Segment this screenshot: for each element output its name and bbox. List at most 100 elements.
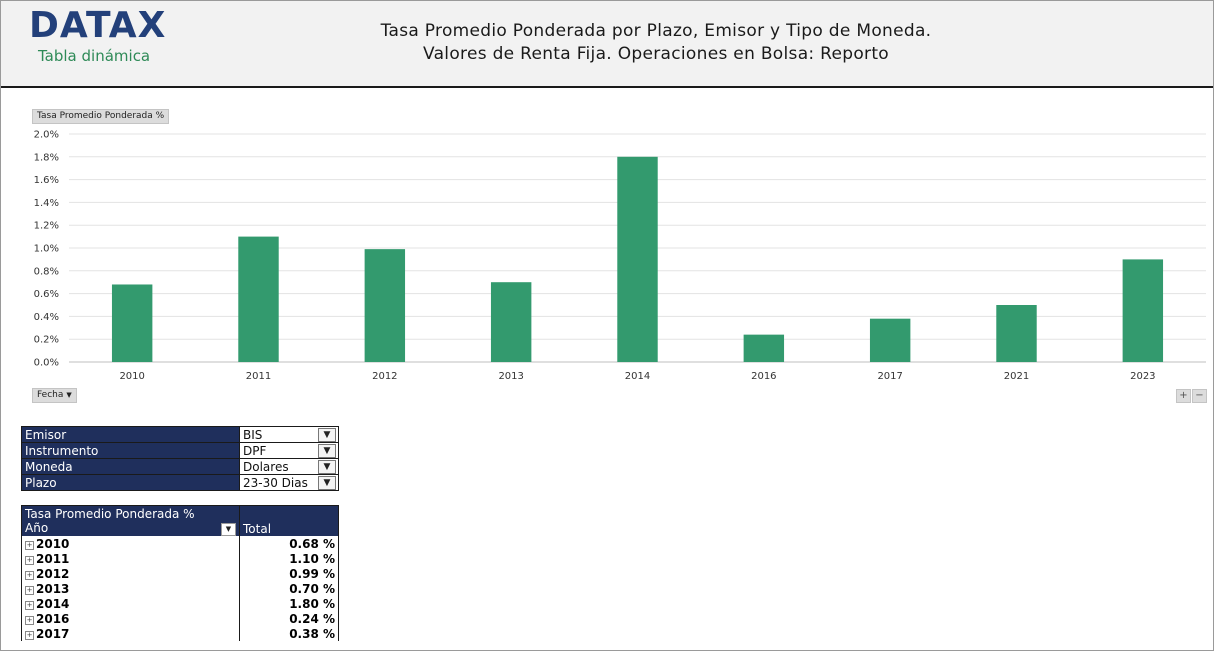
- bar-2021[interactable]: [996, 305, 1037, 362]
- table-row: +2016 0.24 %: [21, 611, 339, 626]
- y-tick-label: 0.2%: [34, 335, 59, 346]
- value-field-button[interactable]: Tasa Promedio Ponderada %: [32, 109, 170, 124]
- y-tick-label: 0.4%: [34, 312, 59, 323]
- total-value: 0.38 %: [289, 626, 335, 641]
- pivot-header-blank: [239, 505, 339, 521]
- expand-icon[interactable]: +: [25, 570, 34, 580]
- filter-row-moneda: Moneda Dolares ▼: [21, 458, 339, 475]
- filter-value: BIS: [243, 427, 263, 442]
- filter-dropdown-icon[interactable]: ▼: [318, 444, 336, 458]
- y-tick-label: 1.6%: [34, 175, 59, 186]
- y-tick-label: 0.6%: [34, 289, 59, 300]
- y-tick-label: 0.8%: [34, 266, 59, 277]
- year-cell: +2014: [21, 596, 240, 611]
- filter-label: Instrumento: [21, 442, 240, 459]
- x-tick-label: 2012: [372, 371, 397, 382]
- bar-2016[interactable]: [743, 334, 785, 362]
- x-tick-label: 2013: [498, 371, 523, 382]
- x-tick-label: 2016: [751, 371, 776, 382]
- expand-icon[interactable]: +: [25, 585, 34, 595]
- pivot-value-header: Tasa Promedio Ponderada %: [21, 505, 240, 521]
- filter-value: DPF: [243, 443, 267, 458]
- bar-2013[interactable]: [490, 282, 532, 362]
- total-cell: 0.24 %: [239, 611, 339, 626]
- expand-icon[interactable]: +: [25, 540, 34, 550]
- filter-value-cell[interactable]: Dolares ▼: [239, 458, 339, 475]
- filter-dropdown-icon[interactable]: ▼: [318, 476, 336, 490]
- dropdown-arrow-icon: ▼: [66, 391, 72, 399]
- collapse-field-button[interactable]: −: [1192, 389, 1207, 403]
- logo-subtitle: Tabla dinámica: [38, 47, 151, 65]
- datax-logo: DATAX: [29, 5, 167, 46]
- filter-label: Moneda: [21, 458, 240, 475]
- filter-dropdown-icon[interactable]: ▼: [318, 428, 336, 442]
- total-cell: 0.70 %: [239, 581, 339, 596]
- pivot-row-label-cell: Año ▼: [21, 521, 240, 536]
- filter-value-cell[interactable]: 23-30 Dias ▼: [239, 474, 339, 491]
- table-row: +2011 1.10 %: [21, 551, 339, 566]
- row-label: Año: [25, 521, 49, 535]
- table-row: +2017 0.38 %: [21, 626, 339, 641]
- expand-icon[interactable]: +: [25, 555, 34, 565]
- x-tick-label: 2010: [119, 371, 144, 382]
- year-value: 2016: [36, 611, 70, 626]
- year-value: 2013: [36, 581, 70, 596]
- report-header: DATAX Tabla dinámica Tasa Promedio Ponde…: [1, 1, 1213, 88]
- bar-2010[interactable]: [111, 284, 153, 362]
- expand-field-button[interactable]: +: [1176, 389, 1191, 403]
- total-value: 0.70 %: [289, 581, 335, 596]
- year-value: 2012: [36, 566, 70, 581]
- y-tick-label: 1.8%: [34, 152, 59, 163]
- y-tick-label: 1.2%: [34, 221, 59, 232]
- filter-value-cell[interactable]: DPF ▼: [239, 442, 339, 459]
- bar-2017[interactable]: [869, 318, 911, 362]
- bar-2011[interactable]: [238, 236, 279, 362]
- filter-value: Dolares: [243, 459, 289, 474]
- year-value: 2014: [36, 596, 70, 611]
- y-tick-label: 2.0%: [34, 130, 59, 141]
- x-tick-label: 2011: [246, 371, 271, 382]
- year-cell: +2017: [21, 626, 240, 641]
- bar-2012[interactable]: [364, 249, 406, 362]
- expand-icon[interactable]: +: [25, 630, 34, 640]
- y-tick-label: 1.0%: [34, 244, 59, 255]
- year-value: 2017: [36, 626, 70, 641]
- year-cell: +2011: [21, 551, 240, 566]
- total-cell: 1.10 %: [239, 551, 339, 566]
- year-cell: +2016: [21, 611, 240, 626]
- table-row: +2012 0.99 %: [21, 566, 339, 581]
- y-tick-label: 1.4%: [34, 198, 59, 209]
- year-value: 2011: [36, 551, 70, 566]
- bar-2014[interactable]: [617, 156, 658, 362]
- report-title-line1: Tasa Promedio Ponderada por Plazo, Emiso…: [380, 21, 932, 41]
- table-row: +2013 0.70 %: [21, 581, 339, 596]
- year-value: 2010: [36, 536, 70, 551]
- expand-icon[interactable]: +: [25, 615, 34, 625]
- filter-label: Plazo: [21, 474, 240, 491]
- filter-row-instrumento: Instrumento DPF ▼: [21, 442, 339, 459]
- bar-2023[interactable]: [1122, 259, 1164, 362]
- filter-value-cell[interactable]: BIS ▼: [239, 426, 339, 443]
- year-cell: +2012: [21, 566, 240, 581]
- table-row: +2010 0.68 %: [21, 536, 339, 551]
- total-cell: 0.99 %: [239, 566, 339, 581]
- report-filters: Emisor BIS ▼ Instrumento DPF ▼ Moneda Dola…: [21, 426, 339, 491]
- date-field-button[interactable]: Fecha ▼: [32, 388, 77, 403]
- pivot-total-header: Total: [239, 521, 339, 536]
- total-value: 1.10 %: [289, 551, 335, 566]
- pivot-table: Tasa Promedio Ponderada % Año ▼ Total +20…: [21, 505, 339, 641]
- pivot-header-row: Tasa Promedio Ponderada %: [21, 505, 339, 521]
- row-filter-dropdown-icon[interactable]: ▼: [221, 523, 236, 536]
- pivot-rows: +2010 0.68 % +2011 1.10 % +2012 0.99 % +2013 0.…: [21, 536, 339, 641]
- pivot-bar-chart: 0.0% 0.2% 0.4% 0.6% 0.8% 1.0% 1.2% 1.4% 1.6% 1.8%…: [34, 130, 1206, 382]
- filter-label: Emisor: [21, 426, 240, 443]
- filter-value: 23-30 Dias: [243, 475, 308, 490]
- expand-icon[interactable]: +: [25, 600, 34, 610]
- filter-row-emisor: Emisor BIS ▼: [21, 426, 339, 443]
- x-tick-label: 2014: [625, 371, 650, 382]
- total-cell: 1.80 %: [239, 596, 339, 611]
- filter-dropdown-icon[interactable]: ▼: [318, 460, 336, 474]
- table-row: +2014 1.80 %: [21, 596, 339, 611]
- total-value: 0.24 %: [289, 611, 335, 626]
